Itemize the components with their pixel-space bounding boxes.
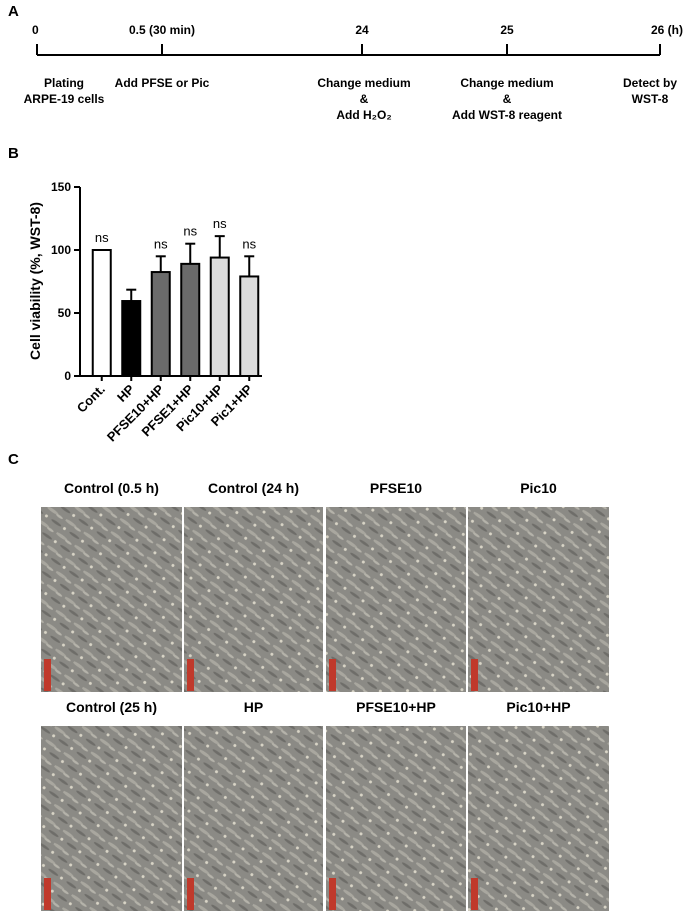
- x-tick-label: Cont.: [74, 382, 108, 416]
- timeline-tick-label: 25: [500, 23, 514, 37]
- bar: [121, 300, 142, 377]
- scale-bar: [471, 659, 478, 691]
- micrograph: [41, 726, 182, 911]
- significance-label: ns: [183, 224, 197, 239]
- micrograph: [184, 726, 323, 911]
- y-axis-label: Cell viability (%, WST-8): [27, 202, 43, 360]
- timeline-event: ARPE-19 cells: [24, 92, 105, 106]
- timeline-event: &: [360, 92, 369, 106]
- panel-label: C: [8, 451, 19, 468]
- scale-bar: [44, 878, 51, 910]
- micrograph-title: Pic10+HP: [506, 699, 570, 715]
- micrograph: [468, 507, 609, 692]
- micrograph-title: Control (24 h): [208, 480, 299, 496]
- significance-label: ns: [95, 230, 109, 245]
- bar: [91, 249, 112, 377]
- timeline-event: Detect by: [623, 76, 677, 90]
- micrograph-title: Control (25 h): [66, 699, 157, 715]
- significance-label: ns: [154, 236, 168, 251]
- y-tick-label: 100: [51, 243, 71, 257]
- scale-bar: [187, 878, 194, 910]
- micrograph-title: PFSE10+HP: [356, 699, 436, 715]
- timeline-event: Add WST-8 reagent: [452, 108, 562, 122]
- timeline-tick-label: 24: [355, 23, 369, 37]
- timeline-event: &: [503, 92, 512, 106]
- micrograph-title: HP: [244, 699, 263, 715]
- significance-label: ns: [242, 236, 256, 251]
- micrograph: [326, 507, 466, 692]
- bar: [150, 271, 171, 377]
- micrograph: [326, 726, 466, 911]
- timeline-event: Change medium: [317, 76, 410, 90]
- significance-label: ns: [213, 216, 227, 231]
- timeline-event: WST-8: [632, 92, 669, 106]
- scale-bar: [329, 659, 336, 691]
- timeline-event: Add H₂O₂: [336, 108, 391, 122]
- y-tick-label: 50: [58, 306, 72, 320]
- timeline-event: Add PFSE or Pic: [115, 76, 210, 90]
- timeline-event: Change medium: [460, 76, 553, 90]
- timeline-event: Plating: [44, 76, 84, 90]
- micrograph-title: Control (0.5 h): [64, 480, 159, 496]
- panel-label: A: [8, 3, 19, 20]
- micrograph: [468, 726, 609, 911]
- bar: [180, 262, 201, 377]
- micrograph-title: PFSE10: [370, 480, 422, 496]
- panel-label: B: [8, 145, 19, 162]
- scale-bar: [329, 878, 336, 910]
- bar: [209, 256, 230, 377]
- x-tick-label: HP: [114, 381, 138, 405]
- scale-bar: [187, 659, 194, 691]
- micrograph: [41, 507, 182, 692]
- bar: [239, 275, 260, 377]
- micrograph-title: Pic10: [520, 480, 557, 496]
- scale-bar: [44, 659, 51, 691]
- timeline-tick-label: 0.5 (30 min): [129, 23, 195, 37]
- y-tick-label: 150: [51, 180, 71, 194]
- micrograph: [184, 507, 323, 692]
- timeline-tick-label: 0: [32, 23, 39, 37]
- timeline-tick-label: 26 (h): [651, 23, 683, 37]
- y-tick-label: 0: [64, 369, 71, 383]
- scale-bar: [471, 878, 478, 910]
